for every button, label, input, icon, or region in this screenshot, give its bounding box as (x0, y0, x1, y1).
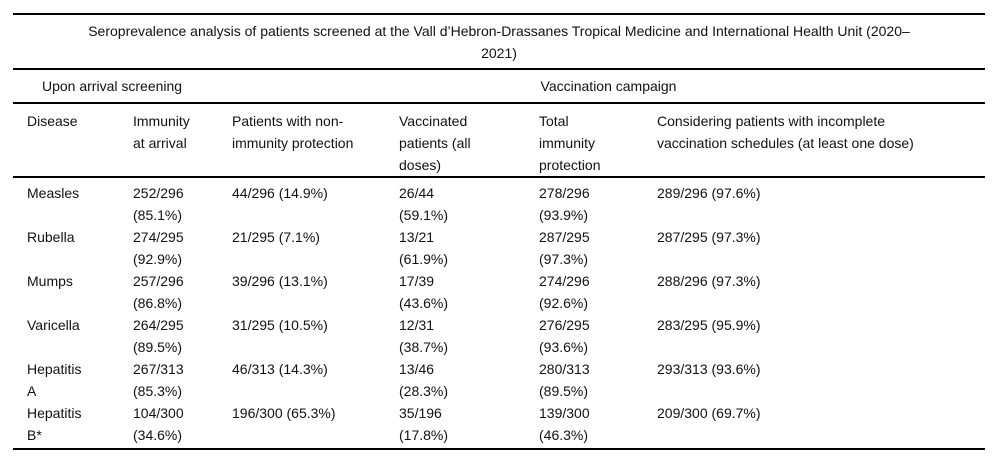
spanner-vaccination-campaign: Vaccination campaign (540, 78, 677, 94)
row-label: Measles (27, 185, 80, 201)
table-cell: 35/196 (17.8%) (399, 405, 449, 443)
table-cell: 17/39 (43.6%) (399, 273, 449, 311)
table-cell: 139/300 (46.3%) (539, 405, 590, 443)
table-cell: 280/313 (89.5%) (539, 361, 590, 399)
table-cell: 39/296 (13.1%) (232, 273, 328, 289)
seroprevalence-table: Seroprevalence analysis of patients scre… (13, 13, 985, 450)
table-cell: 44/296 (14.9%) (232, 185, 328, 201)
table-row-varicella: Varicella 264/295 (89.5%) 31/295 (10.5%)… (13, 314, 985, 358)
header-divider-rule (13, 176, 985, 178)
table-cell: 283/295 (95.9%) (657, 317, 761, 333)
table-cell: 209/300 (69.7%) (657, 405, 761, 421)
table-cell: 274/296 (92.6%) (539, 273, 590, 311)
table-row-mumps: Mumps 257/296 (86.8%) 39/296 (13.1%) 17/… (13, 270, 985, 314)
table-cell: 276/295 (93.6%) (539, 317, 590, 355)
spanner-upon-arrival-screening: Upon arrival screening (42, 78, 183, 94)
column-header-incomplete-schedules: Considering patients with incomplete vac… (657, 113, 914, 151)
table-cell: 12/31 (38.7%) (399, 317, 449, 355)
column-header-row: Disease Immunity at arrival Patients wit… (13, 104, 985, 176)
column-header-total-immunity-protection: Total immunity protection (539, 113, 601, 173)
column-header-immunity-at-arrival: Immunity at arrival (133, 113, 190, 151)
row-label: Rubella (27, 229, 75, 245)
row-label: Varicella (27, 317, 80, 333)
spanner-header-row: Upon arrival screening Vaccination campa… (13, 70, 985, 102)
top-rule (13, 13, 985, 15)
title-divider-rule (13, 68, 985, 70)
row-label: Hepatitis A (27, 361, 82, 399)
row-label: Mumps (27, 273, 73, 289)
table-cell: 288/296 (97.3%) (657, 273, 761, 289)
table-row-measles: Measles 252/296 (85.1%) 44/296 (14.9%) 2… (13, 182, 985, 226)
table-cell: 46/313 (14.3%) (232, 361, 328, 377)
table-cell: 21/295 (7.1%) (232, 229, 320, 245)
table-cell: 13/21 (61.9%) (399, 229, 449, 267)
bottom-rule (13, 448, 985, 450)
table-row-hepatitis-b: Hepatitis B* 104/300 (34.6%) 196/300 (65… (13, 402, 985, 446)
table-cell: 274/295 (92.9%) (133, 229, 184, 267)
table-body: Measles 252/296 (85.1%) 44/296 (14.9%) 2… (13, 178, 985, 448)
table-cell: 278/296 (93.9%) (539, 185, 590, 223)
table-row-hepatitis-a: Hepatitis A 267/313 (85.3%) 46/313 (14.3… (13, 358, 985, 402)
table-cell: 264/295 (89.5%) (133, 317, 184, 355)
table-cell: 104/300 (34.6%) (133, 405, 184, 443)
table-title: Seroprevalence analysis of patients scre… (88, 23, 910, 61)
table-cell: 13/46 (28.3%) (399, 361, 449, 399)
table-cell: 293/313 (93.6%) (657, 361, 761, 377)
row-label: Hepatitis B* (27, 405, 82, 443)
table-cell: 287/295 (97.3%) (539, 229, 590, 267)
column-header-disease: Disease (27, 113, 78, 129)
table-cell: 257/296 (86.8%) (133, 273, 184, 311)
table-row-rubella: Rubella 274/295 (92.9%) 21/295 (7.1%) 13… (13, 226, 985, 270)
table-cell: 196/300 (65.3%) (232, 405, 336, 421)
table-cell: 287/295 (97.3%) (657, 229, 761, 245)
table-cell: 289/296 (97.6%) (657, 185, 761, 201)
table-cell: 26/44 (59.1%) (399, 185, 449, 223)
table-cell: 252/296 (85.1%) (133, 185, 184, 223)
table-cell: 31/295 (10.5%) (232, 317, 328, 333)
column-header-vaccinated-patients: Vaccinated patients (all doses) (399, 113, 471, 173)
table-cell: 267/313 (85.3%) (133, 361, 184, 399)
spanner-divider-rule (13, 102, 985, 104)
column-header-non-immunity-protection: Patients with non- immunity protection (232, 113, 354, 151)
